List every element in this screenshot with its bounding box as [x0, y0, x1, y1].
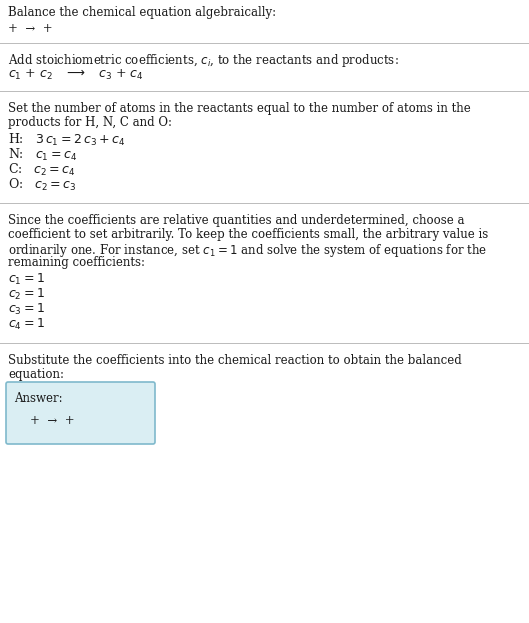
- Text: $c_1$ + $c_2$   $\longrightarrow$   $c_3$ + $c_4$: $c_1$ + $c_2$ $\longrightarrow$ $c_3$ + …: [8, 68, 144, 82]
- Text: ordinarily one. For instance, set $c_1 = 1$ and solve the system of equations fo: ordinarily one. For instance, set $c_1 =…: [8, 242, 487, 259]
- Text: $c_3 = 1$: $c_3 = 1$: [8, 302, 45, 317]
- Text: $c_2 = 1$: $c_2 = 1$: [8, 287, 45, 302]
- Text: $c_1 = 1$: $c_1 = 1$: [8, 272, 45, 287]
- Text: coefficient to set arbitrarily. To keep the coefficients small, the arbitrary va: coefficient to set arbitrarily. To keep …: [8, 228, 488, 241]
- Text: equation:: equation:: [8, 368, 64, 381]
- Text: Since the coefficients are relative quantities and underdetermined, choose a: Since the coefficients are relative quan…: [8, 214, 464, 227]
- Text: +  →  +: + → +: [30, 414, 75, 427]
- Text: +  →  +: + → +: [8, 22, 52, 35]
- Text: O:   $c_2 = c_3$: O: $c_2 = c_3$: [8, 177, 76, 193]
- Text: Add stoichiometric coefficients, $c_i$, to the reactants and products:: Add stoichiometric coefficients, $c_i$, …: [8, 52, 399, 69]
- Text: remaining coefficients:: remaining coefficients:: [8, 256, 145, 269]
- Text: Answer:: Answer:: [14, 392, 62, 405]
- Text: N:   $c_1 = c_4$: N: $c_1 = c_4$: [8, 147, 77, 163]
- Text: Balance the chemical equation algebraically:: Balance the chemical equation algebraica…: [8, 6, 276, 19]
- Text: $c_4 = 1$: $c_4 = 1$: [8, 317, 45, 332]
- Text: products for H, N, C and O:: products for H, N, C and O:: [8, 116, 172, 129]
- Text: Substitute the coefficients into the chemical reaction to obtain the balanced: Substitute the coefficients into the che…: [8, 354, 462, 367]
- Text: Set the number of atoms in the reactants equal to the number of atoms in the: Set the number of atoms in the reactants…: [8, 102, 471, 115]
- FancyBboxPatch shape: [6, 382, 155, 444]
- Text: H:   $3\,c_1 = 2\,c_3 + c_4$: H: $3\,c_1 = 2\,c_3 + c_4$: [8, 132, 125, 148]
- Text: C:   $c_2 = c_4$: C: $c_2 = c_4$: [8, 162, 76, 178]
